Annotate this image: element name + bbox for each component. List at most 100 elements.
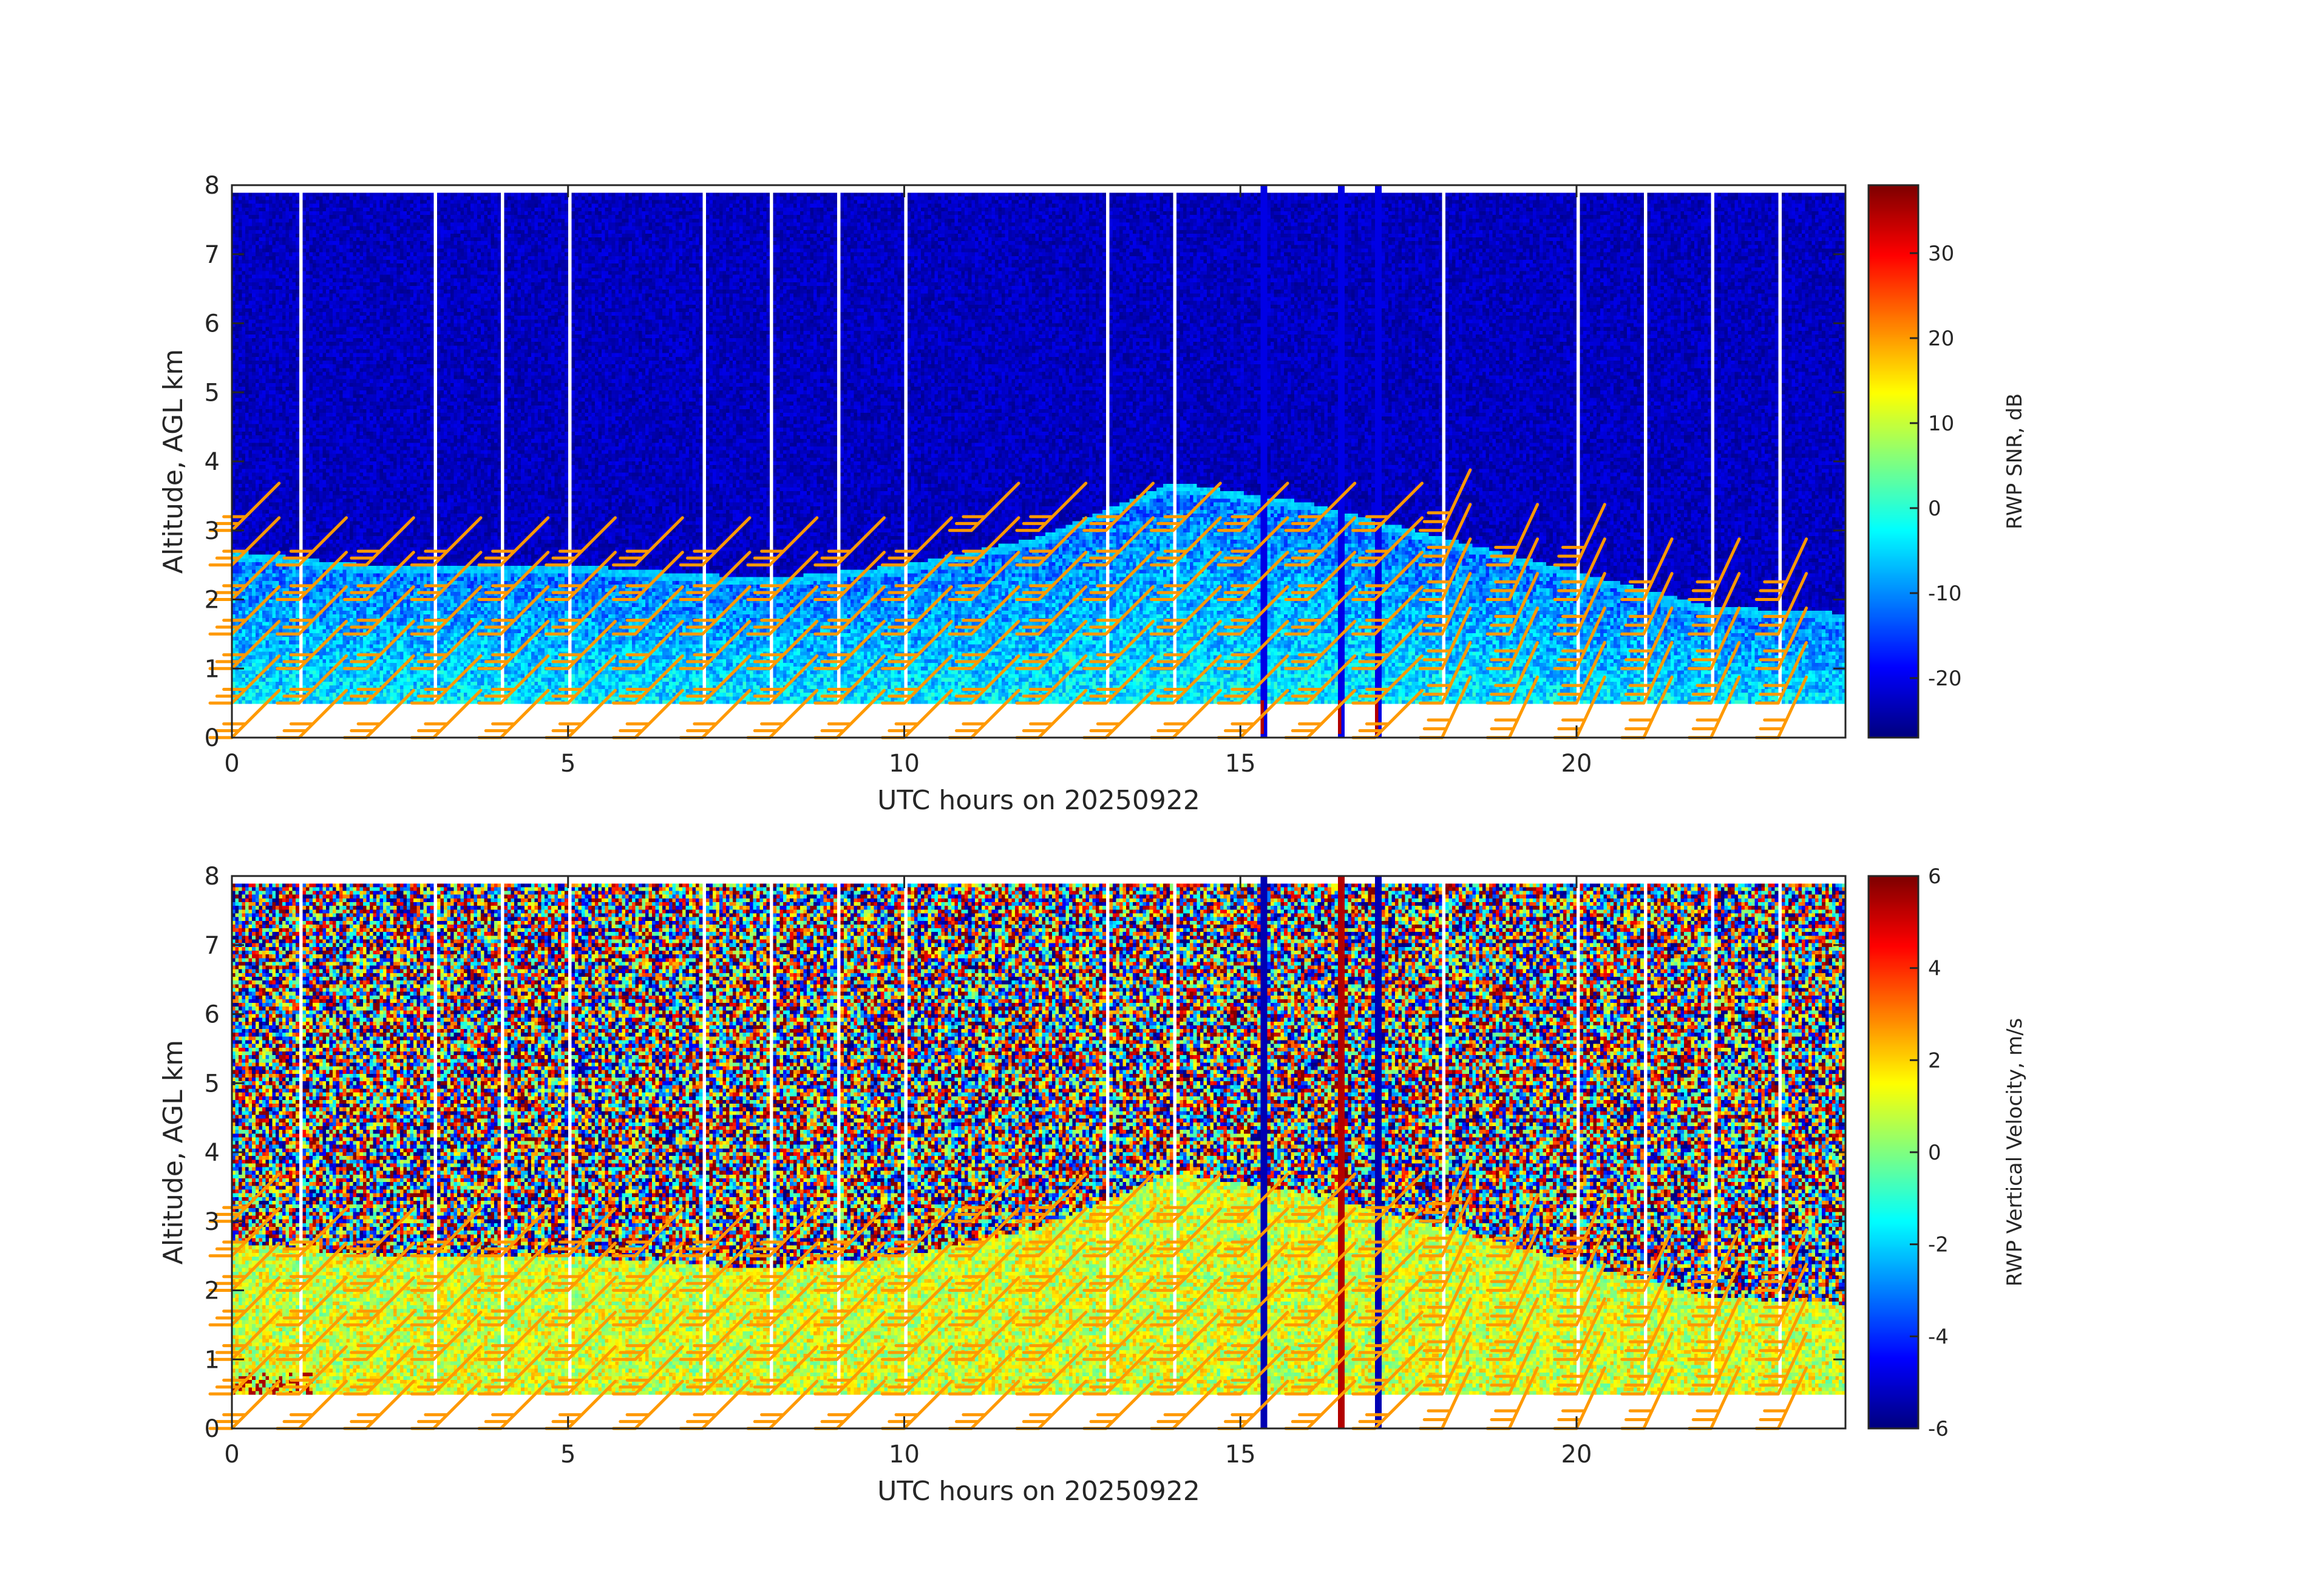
wind-barb xyxy=(343,1310,415,1361)
wind-barb xyxy=(1485,1194,1540,1258)
wind-barb xyxy=(1150,1207,1222,1258)
wind-barb xyxy=(545,1310,617,1361)
wind-barb xyxy=(477,619,550,670)
wind-barb xyxy=(612,1207,684,1258)
wind-barb xyxy=(1419,1228,1472,1292)
wind-barb xyxy=(343,585,415,636)
wind-barb xyxy=(545,516,617,567)
wind-barb xyxy=(1217,654,1289,705)
wind-barb xyxy=(1688,640,1741,705)
snr-colorbar-frame xyxy=(1867,184,1920,739)
wind-barb xyxy=(1217,481,1289,532)
velocity-colorbar-ticks: -6 -4 -2 0 2 4 6 xyxy=(1910,864,1949,1441)
wind-barb xyxy=(1754,606,1808,670)
wind-barb xyxy=(1485,640,1540,705)
wind-barb xyxy=(813,1276,886,1326)
wind-barb xyxy=(1419,1194,1472,1258)
wind-barb xyxy=(948,551,1020,601)
y-tick-label: 1 xyxy=(205,1346,220,1374)
wind-barb xyxy=(881,619,953,670)
colorbar-tick-label: 0 xyxy=(1928,497,1941,521)
wind-barb xyxy=(410,1345,483,1396)
wind-barb xyxy=(813,1207,886,1258)
wind-barb xyxy=(1485,1263,1540,1326)
wind-barb xyxy=(612,1345,684,1396)
wind-barb xyxy=(1015,619,1088,670)
y-tick-label: 0 xyxy=(205,1415,220,1443)
wind-barb xyxy=(208,585,281,636)
x-tick-label: 5 xyxy=(560,1441,575,1469)
wind-barb xyxy=(1217,619,1289,670)
wind-barb xyxy=(276,516,348,567)
wind-barb xyxy=(410,1207,483,1258)
wind-barb xyxy=(208,1172,281,1223)
wind-barb xyxy=(1015,1276,1088,1326)
wind-barb xyxy=(1553,503,1606,567)
wind-barb xyxy=(813,1345,886,1396)
wind-barb xyxy=(1082,654,1155,705)
wind-barb xyxy=(1553,1228,1606,1292)
wind-barb xyxy=(1485,503,1540,567)
wind-barb xyxy=(1688,1331,1741,1396)
wind-barb xyxy=(1754,1297,1808,1361)
wind-barb xyxy=(208,1241,281,1292)
wind-barb xyxy=(746,654,819,705)
wind-barb xyxy=(1284,1276,1357,1326)
wind-barb xyxy=(1485,1297,1540,1361)
wind-barb xyxy=(1688,606,1741,670)
wind-barb xyxy=(1015,551,1088,601)
wind-barb xyxy=(1082,585,1155,636)
y-tick-label: 5 xyxy=(205,1070,220,1098)
wind-barb xyxy=(208,1310,281,1361)
wind-barb xyxy=(1351,585,1424,636)
wind-barb xyxy=(1485,1331,1540,1396)
wind-barb xyxy=(1217,516,1289,567)
wind-barb xyxy=(477,1207,550,1258)
wind-barb xyxy=(1351,1172,1424,1223)
wind-barb xyxy=(1217,1345,1289,1396)
velocity-x-axis-label: UTC hours on 20250922 xyxy=(877,1476,1200,1507)
wind-barb xyxy=(948,1207,1020,1258)
wind-barb xyxy=(1553,537,1606,601)
wind-barb xyxy=(477,1345,550,1396)
wind-barb xyxy=(1150,1172,1222,1223)
wind-barb xyxy=(1284,1172,1357,1223)
x-tick-label: 10 xyxy=(889,1441,920,1469)
wind-barb xyxy=(881,1276,953,1326)
y-tick-label: 2 xyxy=(205,1277,220,1305)
snr-panel: 0 5 10 15 20 0 1 2 3 4 5 6 7 8 UTC hours on 20250922… xyxy=(158,172,2027,816)
wind-barb xyxy=(1351,619,1424,670)
wind-barb xyxy=(881,551,953,601)
wind-barb xyxy=(679,585,752,636)
x-tick-label: 0 xyxy=(224,750,239,778)
colorbar-tick-label: 20 xyxy=(1928,327,1954,351)
wind-barb xyxy=(477,585,550,636)
wind-barb xyxy=(343,1241,415,1292)
wind-barb xyxy=(1351,1345,1424,1396)
wind-barb xyxy=(1419,1297,1472,1361)
wind-barb xyxy=(679,654,752,705)
wind-barb xyxy=(612,654,684,705)
wind-barb xyxy=(948,585,1020,636)
wind-barb xyxy=(679,1310,752,1361)
y-tick-label: 4 xyxy=(205,1139,220,1167)
wind-barb xyxy=(1688,537,1741,601)
wind-barb xyxy=(1150,1276,1222,1326)
x-tick-label: 20 xyxy=(1561,1441,1592,1469)
wind-barb xyxy=(1150,654,1222,705)
wind-barb xyxy=(1015,1172,1088,1223)
wind-barb xyxy=(948,516,1020,567)
wind-barb xyxy=(343,654,415,705)
wind-barb xyxy=(612,1276,684,1326)
wind-barb xyxy=(477,516,550,567)
wind-barb xyxy=(881,654,953,705)
wind-barb xyxy=(1419,1331,1472,1396)
wind-barb xyxy=(1351,481,1424,532)
snr-y-ticks: 0 1 2 3 4 5 6 7 8 xyxy=(205,172,1845,752)
colorbar-tick-label: -4 xyxy=(1928,1325,1949,1349)
velocity-y-ticks: 0 1 2 3 4 5 6 7 8 xyxy=(205,863,1845,1443)
wind-barb xyxy=(1082,1276,1155,1326)
wind-barb xyxy=(477,551,550,601)
wind-barb xyxy=(1015,654,1088,705)
